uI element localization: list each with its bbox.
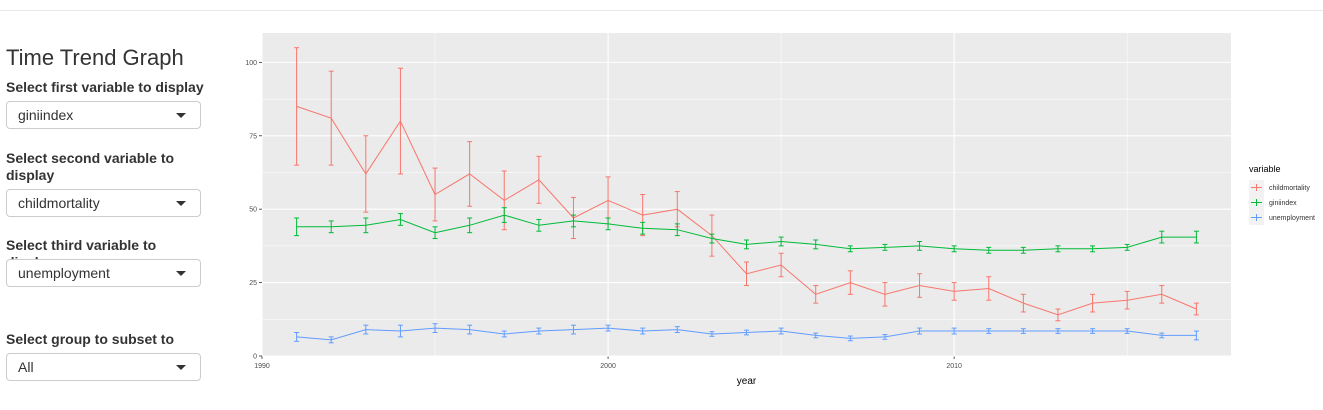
y-tick-label: 75 <box>249 133 257 140</box>
first-variable-value: giniindex <box>18 107 74 123</box>
group-subset-select[interactable]: All <box>6 353 201 381</box>
chevron-down-icon <box>176 201 186 206</box>
y-tick-label: 0 <box>253 354 257 361</box>
y-tick-label: 50 <box>249 207 257 214</box>
x-tick-label: 1990 <box>254 363 270 370</box>
legend-title: variable <box>1249 164 1281 174</box>
chevron-down-icon <box>176 365 186 370</box>
second-variable-value: childmortality <box>18 195 100 211</box>
series-unemployment <box>294 323 1199 344</box>
group-subset-label: Select group to subset to <box>6 331 175 347</box>
plot-panel <box>262 33 1231 356</box>
x-tick-label: 2000 <box>600 363 616 370</box>
x-tick-label: 2010 <box>946 363 962 370</box>
x-axis-title: year <box>737 376 757 387</box>
legend-label-unemployment: unemployment <box>1269 215 1315 222</box>
legend-label-childmortality: childmortality <box>1269 185 1310 192</box>
time-trend-chart: 1990 2000 2010 0 25 50 75 100 year variable childm… <box>245 33 1315 387</box>
third-variable-select[interactable]: unemployment <box>6 259 201 287</box>
second-variable-select[interactable]: childmortality <box>6 189 201 217</box>
first-variable-label: Select first variable to display <box>6 79 204 95</box>
third-variable-value: unemployment <box>18 265 110 281</box>
page-title: Time Trend Graph <box>6 45 184 70</box>
y-tick-label: 25 <box>249 280 257 287</box>
series-childmortality <box>294 47 1199 322</box>
first-variable-select[interactable]: giniindex <box>6 101 201 129</box>
chevron-down-icon <box>176 113 186 118</box>
series-giniindex <box>294 207 1199 254</box>
second-variable-label: Select second variable to display <box>6 150 175 183</box>
chevron-down-icon <box>176 271 186 276</box>
legend-label-giniindex: giniindex <box>1269 200 1297 207</box>
top-divider <box>0 10 1323 11</box>
y-tick-label: 100 <box>245 60 257 67</box>
group-subset-value: All <box>18 359 34 375</box>
